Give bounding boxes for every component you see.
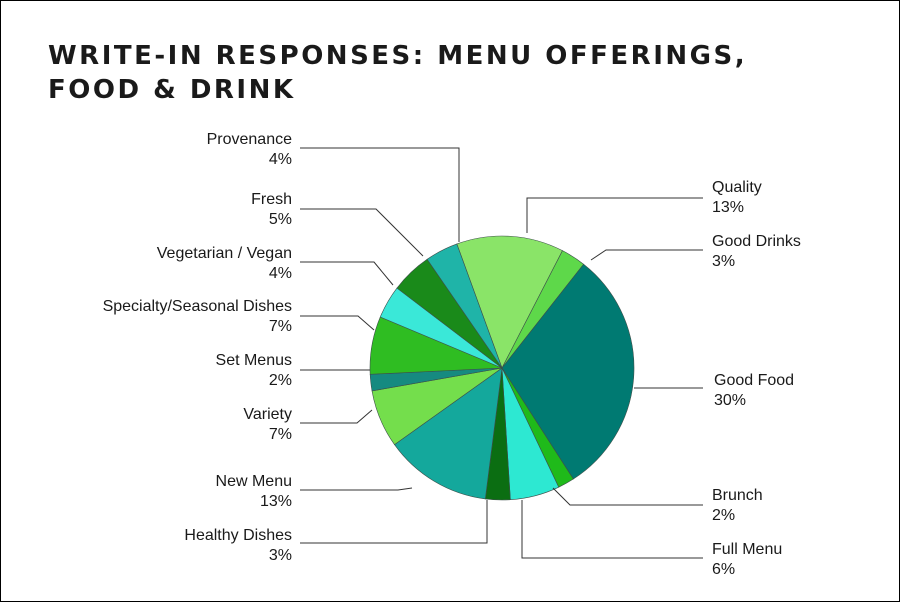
slice-label-provenance: Provenance bbox=[207, 131, 292, 148]
slice-value-quality: 13% bbox=[712, 199, 744, 216]
slice-label-good-drinks: Good Drinks bbox=[712, 233, 801, 250]
leader-line-healthy-dishes bbox=[300, 500, 488, 544]
slice-label-variety: Variety bbox=[243, 406, 292, 423]
slice-value-brunch: 2% bbox=[712, 507, 735, 524]
slice-value-specialty-seasonal-dishes: 7% bbox=[269, 318, 292, 335]
leader-line-full-menu bbox=[521, 500, 703, 559]
pie-slice-good-food bbox=[501, 263, 635, 480]
slice-value-good-food: 30% bbox=[714, 392, 746, 409]
leader-line-provenance bbox=[300, 147, 460, 242]
leader-line-brunch bbox=[552, 487, 703, 506]
slice-value-variety: 7% bbox=[269, 426, 292, 443]
slice-label-specialty-seasonal-dishes: Specialty/Seasonal Dishes bbox=[103, 298, 292, 315]
slice-label-set-menus: Set Menus bbox=[216, 352, 292, 369]
slice-label-healthy-dishes: Healthy Dishes bbox=[184, 527, 292, 544]
slice-label-new-menu: New Menu bbox=[216, 473, 292, 490]
leader-lines bbox=[300, 147, 703, 559]
slice-label-good-food: Good Food bbox=[714, 372, 794, 389]
slice-value-good-drinks: 3% bbox=[712, 253, 735, 270]
slice-value-full-menu: 6% bbox=[712, 561, 735, 578]
leader-line-fresh bbox=[300, 208, 424, 257]
chart-title-line-2: FOOD & DRINK bbox=[48, 75, 296, 105]
slice-label-quality: Quality bbox=[712, 179, 762, 196]
slice-labels: Quality 13% Good Drinks 3% Good Food 30% Brunc… bbox=[103, 131, 801, 578]
slice-value-set-menus: 2% bbox=[269, 372, 292, 389]
slice-value-fresh: 5% bbox=[269, 211, 292, 228]
leader-line-quality bbox=[526, 197, 703, 233]
leader-line-vegetarian-vegan bbox=[300, 261, 394, 286]
slice-value-healthy-dishes: 3% bbox=[269, 547, 292, 564]
slice-label-vegetarian-vegan: Vegetarian / Vegan bbox=[157, 245, 292, 262]
leader-line-new-menu bbox=[300, 487, 413, 491]
slice-value-new-menu: 13% bbox=[260, 493, 292, 510]
slice-label-fresh: Fresh bbox=[251, 191, 292, 208]
slice-label-full-menu: Full Menu bbox=[712, 541, 782, 558]
pie-slice-quality bbox=[456, 235, 563, 369]
leader-line-specialty-seasonal-dishes bbox=[300, 315, 375, 331]
pie-slice-provenance bbox=[426, 243, 503, 369]
chart-title-line-1: WRITE-IN RESPONSES: MENU OFFERINGS, bbox=[48, 41, 748, 71]
pie-slices bbox=[369, 235, 635, 501]
leader-line-good-drinks bbox=[590, 249, 703, 261]
slice-label-brunch: Brunch bbox=[712, 487, 763, 504]
chart-title: WRITE-IN RESPONSES: MENU OFFERINGS, FOOD… bbox=[48, 39, 868, 107]
pie-slice-new-menu bbox=[394, 367, 503, 500]
slice-value-provenance: 4% bbox=[269, 151, 292, 168]
slice-value-vegetarian-vegan: 4% bbox=[269, 265, 292, 282]
leader-line-variety bbox=[300, 409, 373, 424]
